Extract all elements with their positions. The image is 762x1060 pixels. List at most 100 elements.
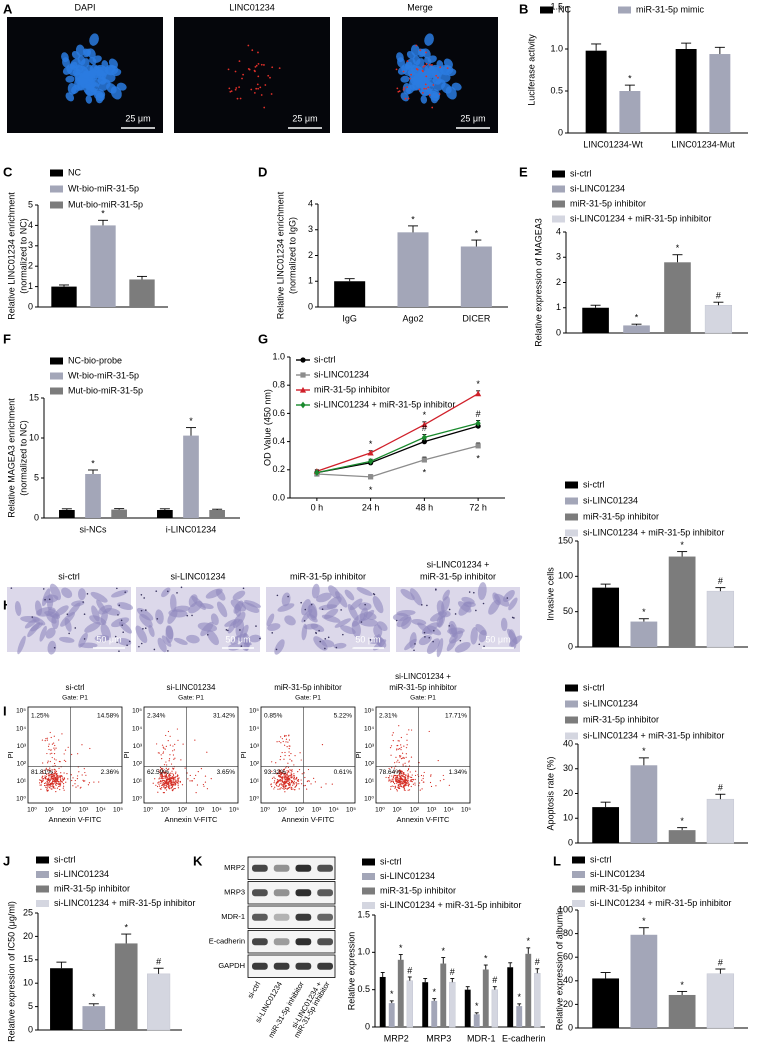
event — [165, 734, 167, 737]
event — [58, 739, 60, 741]
event — [43, 784, 46, 787]
event — [314, 781, 316, 783]
event — [398, 781, 400, 784]
y-tick-label: 10² — [133, 761, 143, 768]
event — [397, 748, 400, 750]
event — [165, 745, 167, 747]
cell — [316, 592, 332, 603]
event — [51, 752, 53, 755]
point — [421, 421, 428, 428]
event — [276, 785, 278, 787]
signal — [423, 87, 426, 90]
event — [288, 734, 290, 736]
event — [297, 771, 299, 773]
y-axis-label: PI — [122, 751, 131, 758]
band — [317, 913, 333, 921]
event — [396, 761, 398, 763]
bar — [623, 325, 650, 333]
event — [70, 774, 72, 776]
event — [46, 781, 48, 783]
legend-label: si-ctrl — [583, 682, 605, 692]
y-tick-label: 2 — [28, 261, 33, 271]
scale-label: 50 μm — [485, 634, 510, 644]
pore — [432, 629, 435, 632]
legend-label: NC — [68, 167, 81, 177]
y-axis-label: Relative MAGEA3 enrichment — [6, 398, 16, 518]
event — [163, 784, 165, 786]
cell — [477, 582, 487, 601]
event — [407, 785, 410, 787]
y-tick-label: 10 — [23, 978, 33, 988]
panel-label: K — [193, 853, 203, 868]
y-tick-label: 0.5 — [357, 984, 370, 994]
cell — [267, 623, 281, 631]
event — [61, 775, 63, 778]
cell — [500, 617, 508, 632]
y-tick-label: 0.2 — [272, 464, 285, 474]
event — [401, 775, 403, 777]
x-tick-label: 10² — [62, 807, 72, 814]
pore — [360, 621, 363, 623]
event — [399, 776, 402, 778]
event — [166, 779, 168, 781]
y-tick-label: 10⁵ — [249, 708, 259, 715]
event — [408, 783, 410, 785]
significance-mark: # — [450, 967, 455, 977]
pore — [511, 616, 514, 619]
pore — [413, 649, 415, 652]
pore — [275, 648, 278, 651]
event — [283, 768, 285, 770]
event — [285, 738, 288, 740]
event — [284, 744, 286, 746]
event — [401, 786, 403, 788]
cell — [277, 603, 295, 612]
cell — [400, 588, 415, 601]
line — [316, 425, 479, 474]
pore — [227, 629, 229, 632]
cell — [244, 600, 261, 608]
legend-label: miR-31-5p inhibitor — [583, 511, 659, 521]
event — [59, 788, 61, 791]
event — [394, 786, 397, 788]
significance-mark: * — [399, 943, 403, 953]
pore — [122, 631, 124, 634]
event — [393, 783, 396, 785]
event — [47, 785, 49, 787]
event — [162, 770, 164, 772]
event — [400, 749, 402, 751]
bar — [482, 969, 489, 1027]
pore — [255, 625, 257, 627]
pore — [373, 593, 376, 596]
event — [180, 759, 182, 761]
event — [295, 782, 297, 784]
image-title: si-LINC01234 + — [427, 559, 490, 569]
event — [278, 785, 280, 787]
event — [176, 776, 178, 778]
band — [295, 938, 312, 946]
event — [84, 771, 86, 774]
event — [48, 786, 50, 788]
x-tick-label: DICER — [462, 313, 491, 323]
nucleus — [83, 83, 96, 96]
cell — [303, 623, 319, 630]
event — [62, 779, 64, 781]
gate-label: Gate: P1 — [178, 695, 204, 702]
legend-label: miR-31-5p inhibitor — [314, 384, 390, 394]
event — [279, 783, 281, 786]
event — [287, 770, 290, 772]
event — [83, 768, 85, 770]
event — [55, 784, 57, 787]
legend-label: si-ctrl — [380, 856, 402, 866]
y-tick-label: 0.0 — [272, 492, 285, 502]
event — [402, 780, 404, 782]
event — [161, 777, 164, 779]
event — [411, 774, 413, 776]
event — [53, 735, 55, 737]
event — [48, 782, 50, 784]
event — [397, 740, 399, 742]
signal — [250, 88, 253, 91]
event — [284, 791, 286, 793]
bar — [85, 474, 101, 518]
event — [277, 785, 279, 788]
pore — [48, 598, 51, 601]
